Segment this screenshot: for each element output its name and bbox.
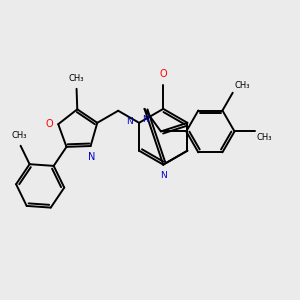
Text: O: O [45,119,53,129]
Text: CH₃: CH₃ [256,133,272,142]
Text: N: N [142,115,148,124]
Text: CH₃: CH₃ [69,74,84,83]
Text: N: N [160,170,166,179]
Text: N: N [88,152,95,162]
Text: CH₃: CH₃ [234,81,250,90]
Text: O: O [159,69,167,80]
Text: N: N [126,117,133,126]
Text: CH₃: CH₃ [11,131,27,140]
